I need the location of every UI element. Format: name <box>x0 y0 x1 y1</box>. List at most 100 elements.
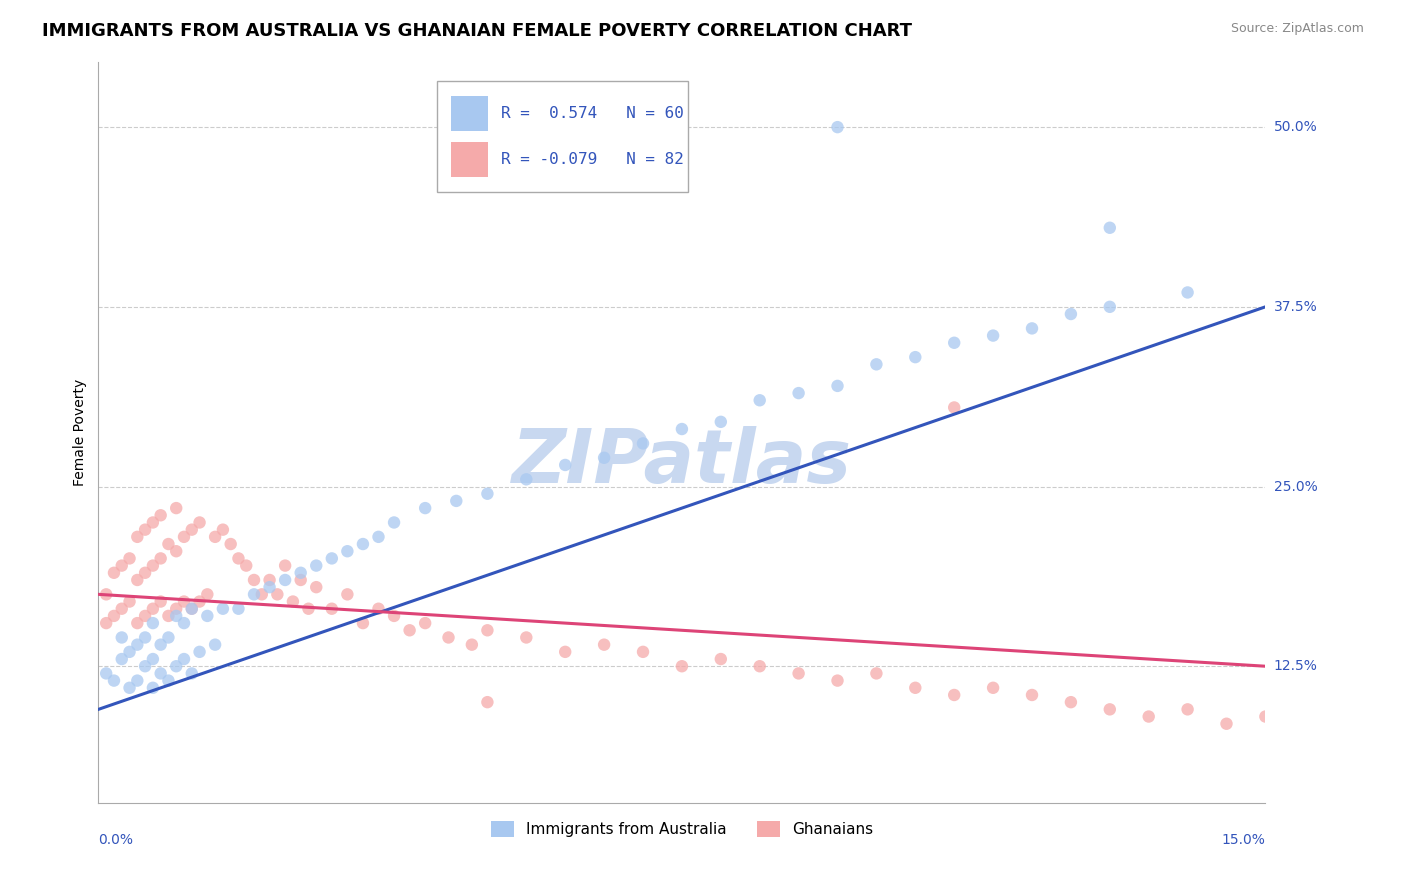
Point <box>157 673 180 688</box>
Text: 15.0%: 15.0% <box>1222 833 1265 847</box>
Bar <box>451 142 488 178</box>
Point <box>981 681 1004 695</box>
Point <box>127 573 149 587</box>
Point <box>398 624 420 638</box>
Point <box>134 566 156 580</box>
Point <box>1177 702 1199 716</box>
Text: 37.5%: 37.5% <box>1274 300 1317 314</box>
Point <box>477 624 499 638</box>
Text: 25.0%: 25.0% <box>1274 480 1317 493</box>
Point <box>290 573 312 587</box>
Text: 12.5%: 12.5% <box>1274 659 1317 673</box>
Point <box>1215 716 1237 731</box>
Point <box>274 573 297 587</box>
Point <box>593 638 616 652</box>
Point <box>554 645 576 659</box>
Point <box>127 638 149 652</box>
Point <box>787 386 810 401</box>
Point <box>1371 723 1393 738</box>
Point <box>477 695 499 709</box>
Point <box>515 472 537 486</box>
Point <box>281 594 304 608</box>
Point <box>266 587 288 601</box>
Point <box>149 594 172 608</box>
Point <box>259 573 281 587</box>
Point <box>188 645 211 659</box>
Point <box>142 616 165 631</box>
Point <box>188 594 211 608</box>
Point <box>118 681 141 695</box>
Text: 0.0%: 0.0% <box>98 833 134 847</box>
Point <box>149 638 172 652</box>
Point <box>297 601 319 615</box>
Point <box>165 544 187 558</box>
Point <box>96 616 118 631</box>
Point <box>243 573 266 587</box>
Point <box>461 638 484 652</box>
Point <box>336 587 359 601</box>
Point <box>157 631 180 645</box>
Point <box>321 551 343 566</box>
Text: ZIPatlas: ZIPatlas <box>512 425 852 499</box>
Point <box>1254 709 1277 723</box>
Point <box>149 666 172 681</box>
Point <box>204 638 226 652</box>
Point <box>157 608 180 623</box>
Point <box>305 558 328 573</box>
Point <box>748 659 770 673</box>
Point <box>1060 307 1083 321</box>
Point <box>352 537 374 551</box>
Point <box>671 422 693 436</box>
Point <box>165 601 187 615</box>
Point <box>111 601 134 615</box>
Point <box>274 558 297 573</box>
Y-axis label: Female Poverty: Female Poverty <box>73 379 87 486</box>
Point <box>142 516 165 530</box>
Point <box>142 652 165 666</box>
Point <box>165 501 187 516</box>
Point <box>382 516 405 530</box>
Legend: Immigrants from Australia, Ghanaians: Immigrants from Australia, Ghanaians <box>485 815 879 843</box>
Point <box>1098 702 1121 716</box>
Point <box>827 379 849 393</box>
Point <box>180 601 202 615</box>
Point <box>446 494 468 508</box>
Point <box>243 587 266 601</box>
Point <box>195 587 218 601</box>
Point <box>1021 688 1043 702</box>
Point <box>134 523 156 537</box>
Text: IMMIGRANTS FROM AUSTRALIA VS GHANAIAN FEMALE POVERTY CORRELATION CHART: IMMIGRANTS FROM AUSTRALIA VS GHANAIAN FE… <box>42 22 912 40</box>
Point <box>367 530 389 544</box>
Point <box>235 558 257 573</box>
Point <box>336 544 359 558</box>
Point <box>134 631 156 645</box>
Point <box>96 666 118 681</box>
Point <box>748 393 770 408</box>
Point <box>127 616 149 631</box>
Point <box>943 688 966 702</box>
Point <box>127 673 149 688</box>
Point <box>228 601 250 615</box>
Point <box>134 659 156 673</box>
Point <box>671 659 693 673</box>
Point <box>904 681 927 695</box>
Point <box>142 558 165 573</box>
Point <box>827 120 849 135</box>
Point <box>1021 321 1043 335</box>
Point <box>981 328 1004 343</box>
Point <box>204 530 226 544</box>
Point <box>134 608 156 623</box>
Point <box>631 436 654 450</box>
Text: R =  0.574   N = 60: R = 0.574 N = 60 <box>501 106 683 121</box>
Point <box>195 608 218 623</box>
Point <box>367 601 389 615</box>
Point <box>710 415 733 429</box>
Point <box>382 608 405 623</box>
Text: 50.0%: 50.0% <box>1274 120 1317 134</box>
Point <box>228 551 250 566</box>
Point <box>111 652 134 666</box>
Point <box>865 357 887 371</box>
Point <box>865 666 887 681</box>
Point <box>157 537 180 551</box>
Point <box>173 652 195 666</box>
